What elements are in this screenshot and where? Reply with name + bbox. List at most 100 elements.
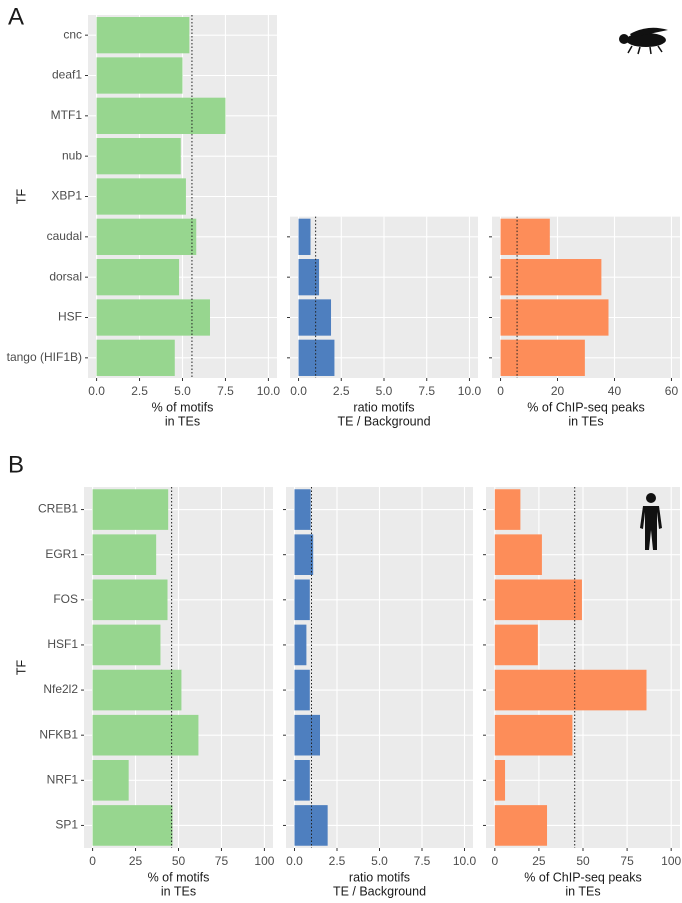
bar [92,489,169,530]
y-tick-label: EGR1 [45,547,78,561]
x-tick-label: 0 [89,854,96,868]
bar [494,805,548,846]
y-tick-label: HSF [58,310,82,324]
y-tick-label: SP1 [55,818,78,832]
x-axis-title: ratio motifs [349,870,410,884]
y-tick-label: nub [62,148,82,162]
fly-legs [627,45,663,55]
bar [96,17,190,54]
x-tick-label: 40 [608,384,622,398]
x-tick-label: 100 [661,854,681,868]
x-tick-label: 7.5 [217,384,234,398]
bar [298,299,332,336]
bar [494,760,506,801]
x-tick-label: 75 [215,854,229,868]
x-tick-label: 10.0 [257,384,281,398]
y-tick-label: tango (HIF1B) [7,350,82,364]
fly-wing [630,27,668,37]
bar [92,760,129,801]
panel-label: A [8,3,24,30]
bar [96,178,186,215]
x-tick-label: 2.5 [131,384,148,398]
bar [294,489,311,530]
x-tick-label: 0.0 [290,384,307,398]
x-axis-title: in TEs [568,414,603,428]
x-axis-title: % of ChIP-seq peaks [527,400,644,414]
bar [494,624,538,666]
bar [298,339,335,376]
x-tick-label: 75 [620,854,634,868]
bar [494,489,521,530]
y-tick-label: FOS [53,592,78,606]
y-tick-label: NRF1 [47,772,79,786]
bar [96,138,181,175]
bar [494,714,573,756]
x-tick-label: 0 [491,854,498,868]
bar [92,714,199,756]
x-axis-title: in TEs [161,884,196,898]
bar [92,669,182,711]
bar [96,218,197,255]
x-tick-label: 0.0 [88,384,105,398]
bar [294,805,328,846]
bar [96,299,210,336]
x-tick-label: 5.0 [371,854,388,868]
x-tick-label: 0.0 [286,854,303,868]
x-tick-label: 2.5 [333,384,350,398]
bar [96,57,183,94]
fly-icon [619,27,668,55]
human-body [640,506,662,550]
x-tick-label: 0 [497,384,504,398]
bar [494,534,542,575]
x-axis-title: % of motifs [148,870,210,884]
x-axis-title: ratio motifs [353,400,414,414]
bar [294,534,314,575]
x-tick-label: 2.5 [329,854,346,868]
bar [294,579,310,621]
bar [92,805,173,846]
bar [298,259,320,296]
bar [294,714,320,756]
bar [294,760,310,801]
y-tick-label: deaf1 [52,68,82,82]
bar [298,218,311,255]
y-axis-title: TF [14,660,28,676]
plots: A TF 0.0 2.5 5.0 7.5 10.0 cnc deaf1 MTF1 nub XBP1 ca… [7,3,682,898]
x-tick-label: 25 [532,854,546,868]
bar [92,579,168,621]
y-tick-label: dorsal [49,269,82,283]
fly-body [626,33,666,47]
x-tick-label: 50 [576,854,590,868]
x-axis-title: % of ChIP-seq peaks [524,870,641,884]
x-axis-title: TE / Background [333,884,426,898]
x-tick-label: 50 [172,854,186,868]
x-tick-label: 5.0 [174,384,191,398]
bar [494,669,647,711]
x-axis-title: in TEs [165,414,200,428]
bar [96,259,180,296]
y-tick-label: Nfe2l2 [43,682,78,696]
human-icon [640,493,662,550]
x-tick-label: 60 [665,384,679,398]
bar [500,259,602,296]
human-head [646,493,656,503]
bar [96,339,175,376]
y-tick-label: CREB1 [38,502,78,516]
x-tick-label: 100 [254,854,274,868]
y-tick-label: caudal [47,229,82,243]
x-tick-label: 10.0 [453,854,477,868]
bar [294,624,307,666]
bar [500,299,609,336]
y-tick-label: cnc [63,27,82,41]
bar [92,624,161,666]
x-tick-label: 10.0 [458,384,482,398]
y-tick-label: MTF1 [51,108,83,122]
x-axis-title: % of motifs [152,400,214,414]
x-tick-label: 7.5 [418,384,435,398]
bar [500,218,550,255]
y-tick-label: XBP1 [51,189,82,203]
bar [96,97,226,134]
bar [500,339,585,376]
bar [92,534,157,575]
